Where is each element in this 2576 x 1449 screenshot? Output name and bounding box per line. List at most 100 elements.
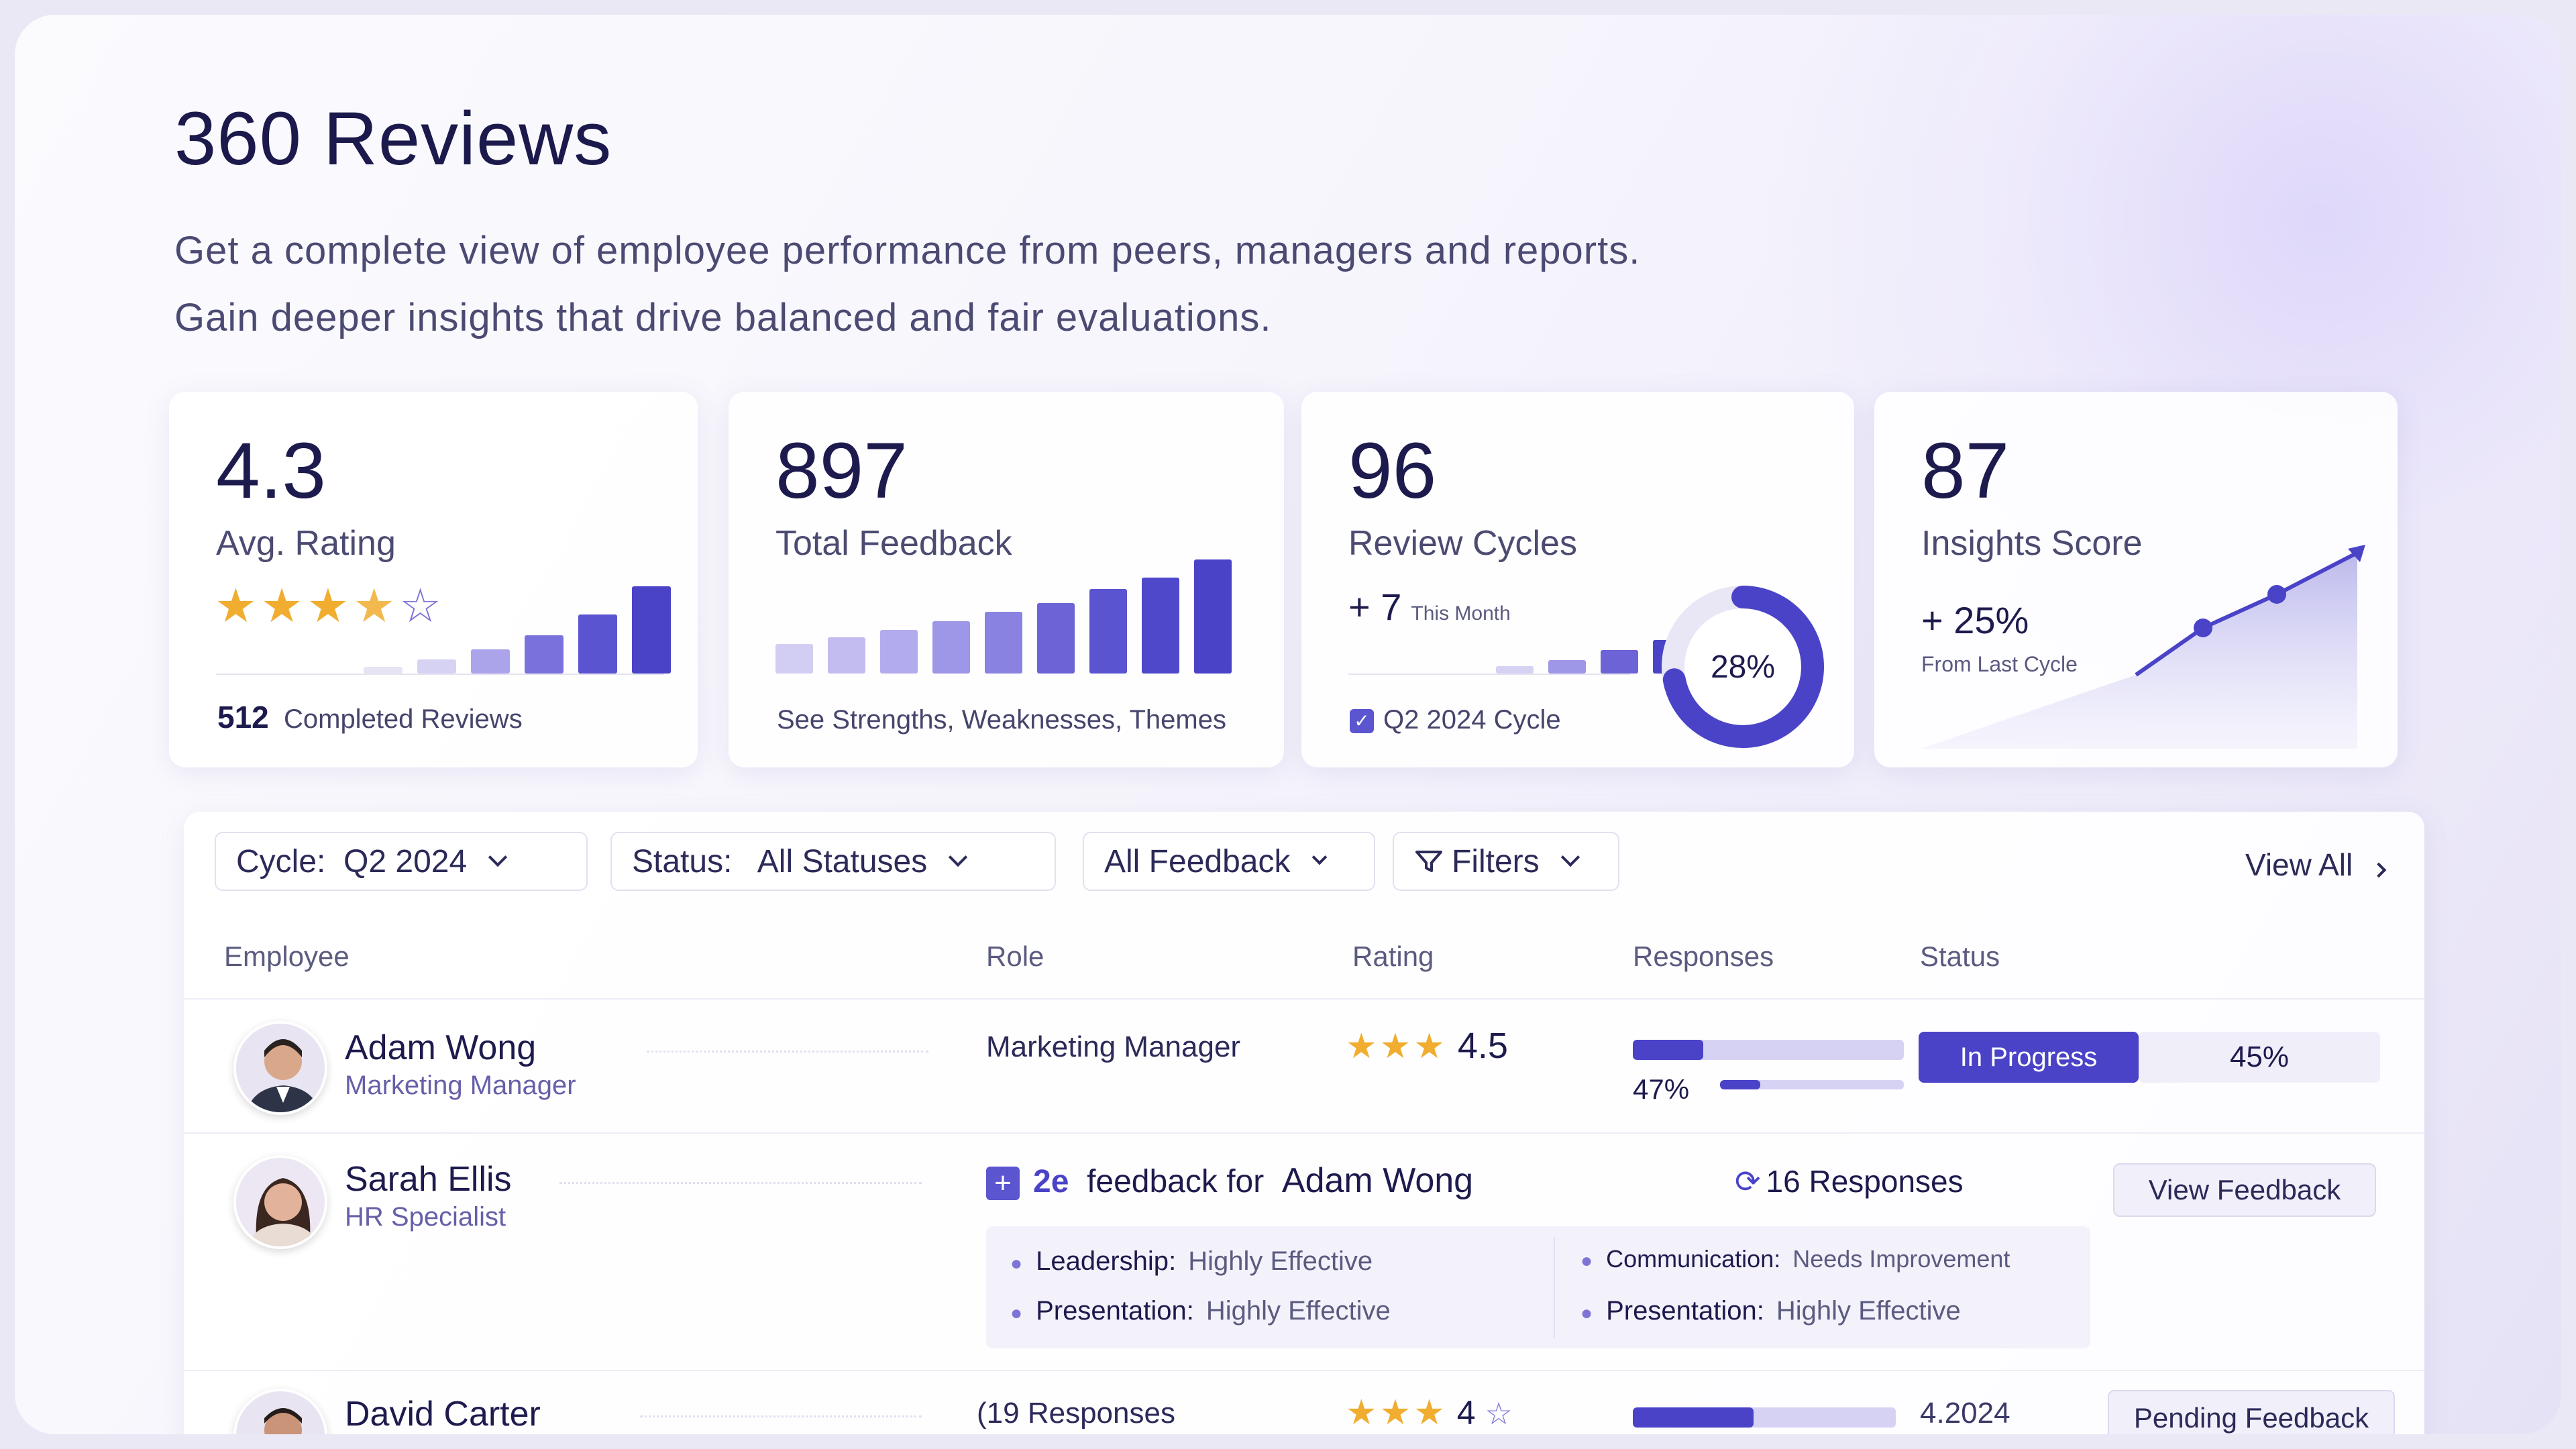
avatar[interactable] [233,1021,327,1115]
insights-score-card[interactable]: 87 Insights Score + 25% From Last Cycle [1874,392,2398,767]
feedback-item: ● Leadership: Highly Effective [1010,1246,1373,1276]
employee-name[interactable]: Adam Wong [345,1028,537,1067]
feedback-count: 2e [1033,1164,1069,1199]
plus-icon[interactable]: + [986,1167,1020,1201]
chevron-down-icon [949,847,968,867]
star-icon: ★ [307,580,354,632]
rating-stars: ★★★★☆ [215,578,445,633]
rating-bar-chart [364,586,671,674]
view-all-label: View All [2245,847,2353,882]
chart-bar [1601,650,1638,674]
trend-line [2135,551,2359,677]
employee-name[interactable]: Sarah Ellis [345,1160,512,1199]
feedback-item-key: Presentation [1036,1296,1187,1326]
responses-count-label: 16 Responses [1766,1164,1964,1199]
completed-reviews: 512 Completed Reviews [217,699,523,735]
chart-bar [1194,559,1232,674]
page-subtitle-line1: Get a complete view of employee performa… [174,229,1641,272]
review-cycles-label: Review Cycles [1348,524,1577,563]
row-leader-line [647,1051,928,1053]
feedback-item-value: Highly Effective [1776,1296,1961,1326]
responses-count: ⟳ 16 Responses [1735,1163,1964,1199]
status-filter-label: Status: All Statuses [632,843,928,879]
trend-point [2194,619,2212,637]
bullet-icon: ● [1580,1302,1593,1324]
employee-rating: ★★★ 4.5 [1346,1025,1508,1067]
divider [1554,1237,1555,1338]
view-all-link[interactable]: View All [2245,847,2387,883]
chart-bar [578,614,617,674]
pending-feedback-button[interactable]: Pending Feedback [2108,1390,2395,1434]
employee-role: Marketing Manager [986,1030,1241,1063]
review-cycles-card[interactable]: 96 Review Cycles + 7 This Month 28% ✓ Q2 2… [1301,392,1854,767]
feedback-item-key: Leadership [1036,1246,1169,1276]
header-divider [184,998,2424,1000]
feedback-item-value: Highly Effective [1205,1296,1391,1326]
feedback-item: ● Presentation: Highly Effective [1580,1296,1961,1326]
responses-count: (19 Responses [977,1397,1175,1430]
star-icon: ★ [260,580,307,632]
insights-delta: + 25% [1921,599,2029,641]
feedback-item-value: Needs Improvement [1792,1245,2010,1273]
feedback-person[interactable]: Adam Wong [1281,1161,1474,1200]
chevron-down-icon [488,847,508,867]
star-half-icon: ★ [353,580,400,632]
bullet-icon: ● [1010,1302,1023,1324]
row-divider [184,1132,2424,1134]
insights-score-value: 87 [1921,427,2010,515]
feedback-item-key: Communication [1606,1245,1774,1273]
column-header-status[interactable]: Status [1920,941,2000,972]
responses-progress-bar [1633,1407,1896,1428]
star-rating-icon: ★★★ [1346,1027,1448,1066]
avg-rating-card[interactable]: 4.3 Avg. Rating ★★★★☆ 512 Completed Revi… [169,392,698,767]
reviews-table-panel: Cycle: Q2 2024 Status: All Statuses All … [184,812,2424,1434]
chart-bar [364,667,402,674]
cycles-delta-value: + 7 [1348,586,1402,628]
star-icon: ★ [215,580,261,632]
chart-bar [1089,589,1127,674]
cycle-filter-label: Cycle: Q2 2024 [236,843,468,879]
avg-rating-label: Avg. Rating [216,524,396,563]
bullet-icon: ● [1010,1252,1023,1275]
employee-title: Marketing Manager [345,1071,576,1100]
column-header-employee[interactable]: Employee [224,941,350,972]
trend-point [2267,585,2286,604]
employee-rating: ★★★ 4 ☆ [1346,1393,1513,1433]
status-filter-dropdown[interactable]: Status: All Statuses [610,832,1056,891]
chart-bar [471,649,510,674]
chevron-down-icon [1560,847,1580,867]
feedback-filter-dropdown[interactable]: All Feedback [1083,832,1375,891]
column-header-responses[interactable]: Responses [1633,941,1774,972]
filters-button[interactable]: Filters [1393,832,1619,891]
insights-score-label: Insights Score [1921,524,2143,563]
arrow-up-icon [2348,545,2365,562]
refresh-icon: ⟳ [1735,1164,1761,1199]
secondary-progress-bar [1720,1080,1904,1089]
column-header-rating[interactable]: Rating [1352,941,1434,972]
employee-rating-value: 4 [1456,1394,1476,1432]
status-badge[interactable]: In Progress [1919,1032,2139,1083]
avatar[interactable] [233,1155,327,1249]
cycles-donut-chart: 28% [1662,586,1824,748]
cycle-foot: ✓ Q2 2024 Cycle [1350,705,1561,735]
donut-percent-label: 28% [1711,649,1775,685]
feedback-item: ● Presentation: Highly Effective [1010,1296,1391,1326]
avatar[interactable] [233,1389,327,1434]
cycle-filter-dropdown[interactable]: Cycle: Q2 2024 [215,832,588,891]
star-outline-icon: ☆ [399,580,445,632]
avg-rating-value: 4.3 [216,427,327,515]
chart-baseline [1348,674,1630,675]
status-percent: 45% [2139,1032,2380,1083]
star-rating-icon: ★★★ [1346,1393,1448,1432]
chart-bar [1496,666,1534,674]
feedback-details-box [986,1226,2090,1348]
chevron-down-icon [1312,849,1328,865]
checkbox-icon[interactable]: ✓ [1350,709,1374,734]
total-feedback-card[interactable]: 897 Total Feedback See Strengths, Weakne… [729,392,1284,767]
review-date: 4.2024 [1920,1397,2010,1430]
employee-name[interactable]: David Carter [345,1395,541,1434]
view-feedback-button[interactable]: View Feedback [2113,1163,2376,1217]
column-header-role[interactable]: Role [986,941,1044,972]
employee-title: HR Specialist [345,1202,506,1232]
row-leader-line [559,1182,922,1184]
